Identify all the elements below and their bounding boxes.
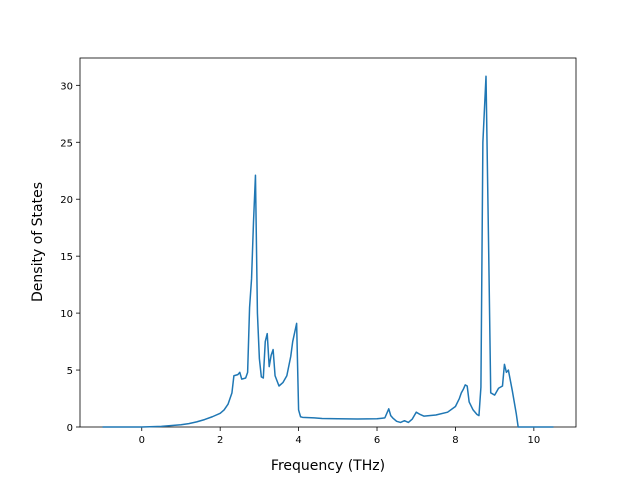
y-tick-label: 20 bbox=[60, 195, 73, 206]
y-tick-label: 5 bbox=[67, 366, 73, 377]
x-axis-label: Frequency (THz) bbox=[271, 458, 385, 474]
x-tick-label: 10 bbox=[527, 435, 540, 446]
y-tick-label: 30 bbox=[60, 81, 73, 92]
x-tick-label: 4 bbox=[295, 435, 301, 446]
y-tick-label: 0 bbox=[67, 423, 73, 434]
x-tick-label: 8 bbox=[452, 435, 458, 446]
y-tick-label: 25 bbox=[60, 138, 73, 149]
x-tick-label: 2 bbox=[217, 435, 223, 446]
x-tick-label: 6 bbox=[374, 435, 380, 446]
x-tick-label: 0 bbox=[139, 435, 145, 446]
y-tick-label: 15 bbox=[60, 252, 73, 263]
line-series bbox=[102, 75, 554, 428]
y-tick-label: 10 bbox=[60, 309, 73, 320]
y-axis-label: Density of States bbox=[30, 182, 46, 302]
plot-frame bbox=[79, 57, 577, 428]
